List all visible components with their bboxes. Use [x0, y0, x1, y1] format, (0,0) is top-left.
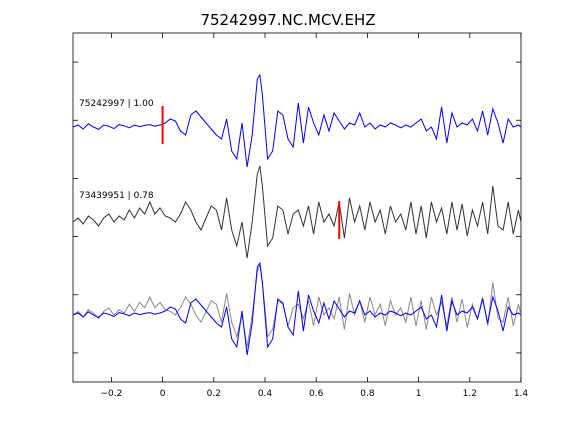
x-tick-label-8: 1.4 — [514, 389, 529, 399]
trace-label-reference: 75242997 | 1.00 — [79, 99, 154, 109]
trace-label-matched: 73439951 | 0.78 — [79, 191, 154, 201]
x-tick-label-0: −0.2 — [100, 389, 122, 399]
axes-frame — [72, 32, 522, 383]
overlay-trace-matched — [72, 264, 522, 348]
x-tick-labels: −0.2 0 0.2 0.4 0.6 0.8 1 1.2 1.4 — [100, 389, 528, 399]
x-tick-label-3: 0.4 — [258, 389, 273, 399]
traces — [72, 73, 522, 356]
x-ticks — [111, 33, 522, 382]
y-ticks — [73, 61, 521, 354]
x-tick-label-7: 1.2 — [463, 389, 477, 399]
chart-title: 75242997.NC.MCV.EHZ — [200, 11, 375, 29]
trace-reference — [72, 73, 522, 168]
x-tick-label-2: 0.2 — [207, 389, 221, 399]
picks — [161, 106, 341, 239]
x-tick-label-1: 0 — [160, 389, 166, 399]
x-tick-label-4: 0.6 — [309, 389, 324, 399]
trace-matched — [72, 165, 522, 259]
x-tick-label-6: 1 — [416, 389, 422, 399]
x-tick-label-5: 0.8 — [360, 389, 375, 399]
overlay-trace-reference — [72, 261, 522, 356]
